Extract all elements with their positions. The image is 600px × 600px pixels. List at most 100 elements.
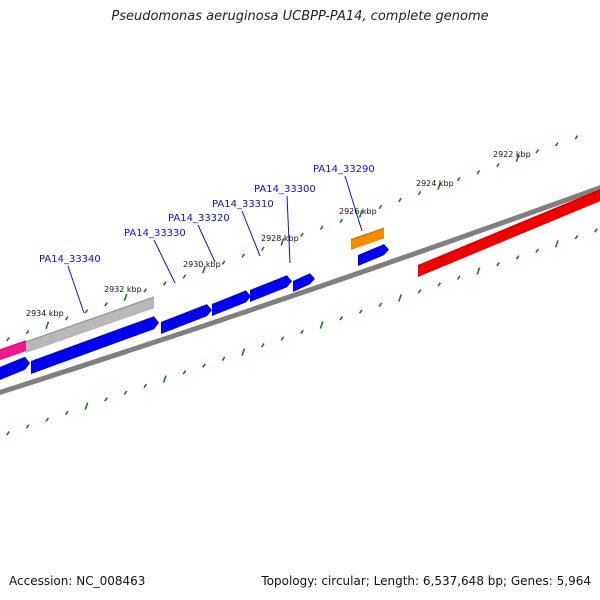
map-title: Pseudomonas aeruginosa UCBPP-PA14, compl… [111,9,489,24]
tick-upper [45,321,50,330]
tick-lower [535,248,540,253]
gene-features [0,189,600,380]
tick-lower [378,302,383,307]
tick-upper [456,176,461,182]
tick-lower [45,417,50,422]
genome-summary-text: Topology: circular; Length: 6,537,648 bp… [261,574,591,588]
gene-blue-7-edge [357,244,385,257]
tick-lower [515,255,520,260]
tick-lower [496,261,500,267]
kbp-label-2928: 2928 kbp [261,234,299,243]
tick-upper [162,281,167,286]
gene-blue-6-edge [292,273,311,283]
kbp-label-2932: 2932 kbp [104,285,142,294]
gene-label-pa14-33300: PA14_33300 [254,184,316,195]
tick-lower [260,343,265,348]
tick-lower [300,329,304,335]
tick-upper [417,190,422,196]
gene-blue-4-edge [211,290,247,306]
tick-upper [339,218,344,224]
gene-red [418,189,600,277]
tick-lower [574,234,579,240]
tick-lower [554,240,559,248]
tick-lower [241,348,246,356]
tick-upper [496,163,500,168]
tick-lower [456,275,461,280]
kbp-label-2934: 2934 kbp [26,309,64,318]
tick-upper [574,135,579,140]
tick-upper [123,293,128,302]
tick-lower [104,397,108,402]
tick-lower [417,289,422,294]
gene-blue-2 [31,316,159,374]
tick-upper [221,260,226,265]
tick-upper [84,309,89,314]
gene-blue-7 [358,244,389,266]
tick-upper [64,316,69,321]
leader-line-0 [344,175,363,232]
gene-label-pa14-33320: PA14_33320 [168,213,230,224]
gene-blue-3-edge [160,304,208,324]
gene-orange-edge [350,227,385,241]
tick-lower [221,356,226,362]
gene-blue-1 [0,356,30,380]
kbp-label-2930: 2930 kbp [183,260,221,269]
gene-gray-edge [25,296,155,343]
gene-blue-5-edge [249,275,288,292]
tick-lower [319,321,324,329]
tick-upper [260,246,265,251]
tick-upper [280,237,285,246]
tick-lower [202,363,206,368]
tick-lower [64,410,69,416]
gene-label-pa14-33340: PA14_33340 [39,254,101,265]
tick-lower [280,336,285,341]
gene-red-edge [417,189,600,267]
kbp-label-2924: 2924 kbp [416,179,454,188]
tick-upper [300,232,304,237]
leader-line-5 [67,265,85,314]
kbp-label-2926: 2926 kbp [339,207,377,216]
tick-upper [104,302,108,307]
accession-text: Accession: NC_008463 [9,574,146,588]
leader-line-1 [286,195,291,264]
tick-upper [515,154,520,163]
tick-upper [437,182,442,190]
gene-label-pa14-33310: PA14_33310 [212,199,274,210]
gene-label-pa14-33290: PA14_33290 [313,164,375,175]
leader-line-2 [241,210,261,257]
gene-blue-5 [250,275,292,302]
tick-upper [6,336,10,342]
tick-upper [241,253,246,258]
gene-label-pa14-33330: PA14_33330 [124,228,186,239]
tick-lower [437,282,442,287]
gene-orange [351,227,384,250]
tick-lower [25,424,30,429]
tick-lower [594,228,598,233]
tick-upper [319,225,324,231]
gene-blue-2-edge [30,316,155,363]
tick-lower [6,431,10,436]
tick-lower [182,370,187,375]
tick-lower [84,402,89,410]
tick-lower [143,383,148,389]
label-leaders [67,175,363,314]
gene-blue-3 [161,304,212,334]
tick-lower [162,375,167,383]
gene-pink-edge [0,340,27,351]
tick-upper [398,197,402,203]
leader-line-3 [197,224,216,263]
tick-lower [358,309,363,314]
backbone-line [0,185,600,396]
tick-upper [554,142,559,147]
leader-line-4 [153,239,176,284]
tick-upper [535,149,540,154]
kbp-label-2922: 2922 kbp [493,150,531,159]
gene-blue-1-edge [0,357,26,369]
tick-lower [476,267,481,275]
gene-blue-6 [293,273,315,292]
tick-lower [123,390,128,395]
tick-upper [202,265,206,274]
tick-lower [398,294,402,302]
tick-upper [182,274,187,279]
